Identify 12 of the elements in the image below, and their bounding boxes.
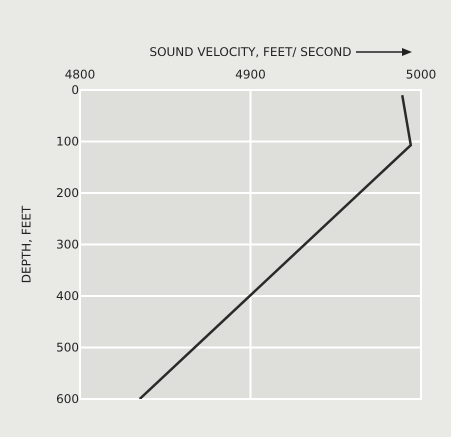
- x-axis-title: SOUND VELOCITY, FEET/ SECOND: [149, 44, 352, 59]
- y-tick-label: 400: [56, 289, 79, 304]
- y-tick-label: 100: [56, 134, 79, 149]
- y-tick-label: 200: [56, 186, 79, 200]
- y-tick-label: 600: [56, 392, 79, 406]
- y-tick-label: 0: [71, 83, 79, 98]
- x-tick-label: 4900: [235, 68, 266, 82]
- y-axis-title: DEPTH, FEET: [19, 205, 34, 284]
- x-tick-label: 5000: [406, 68, 436, 82]
- y-tick-label: 300: [56, 238, 79, 252]
- y-tick-label: 500: [56, 340, 79, 355]
- x-tick-label: 4800: [64, 68, 96, 82]
